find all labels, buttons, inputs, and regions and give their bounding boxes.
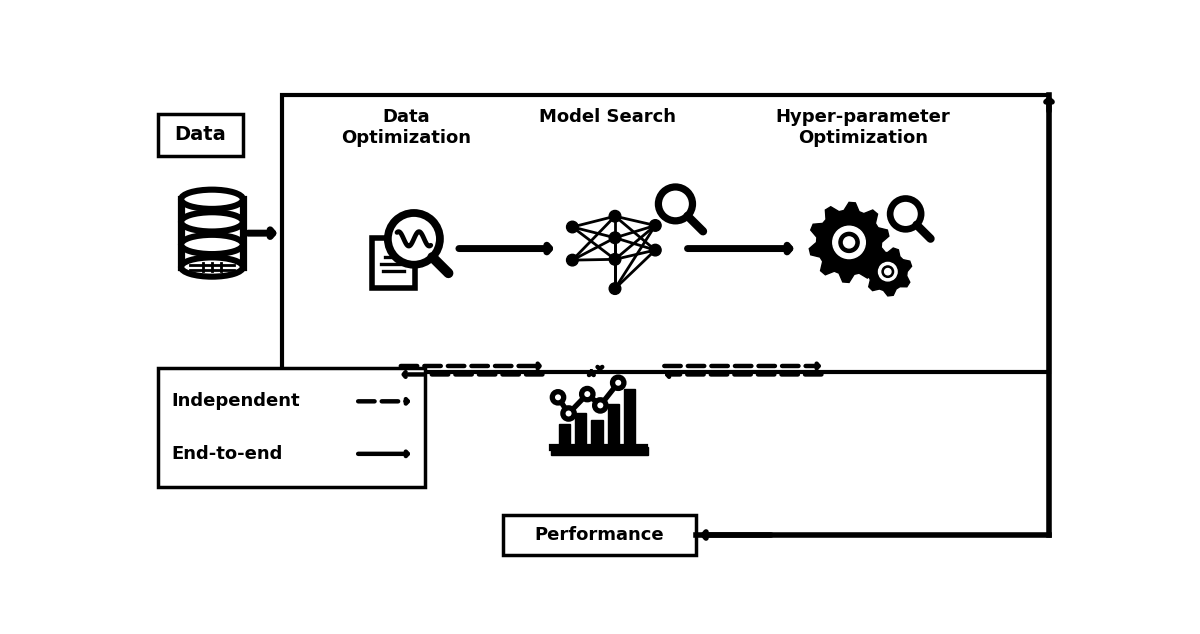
FancyBboxPatch shape bbox=[503, 515, 696, 555]
FancyBboxPatch shape bbox=[157, 114, 242, 156]
Polygon shape bbox=[863, 248, 912, 296]
Circle shape bbox=[566, 254, 578, 266]
Circle shape bbox=[649, 220, 661, 231]
Circle shape bbox=[610, 254, 620, 265]
Circle shape bbox=[610, 210, 620, 222]
Text: Data
Optimization: Data Optimization bbox=[341, 108, 470, 147]
Circle shape bbox=[659, 187, 692, 221]
Circle shape bbox=[890, 198, 922, 230]
Circle shape bbox=[566, 221, 578, 233]
FancyBboxPatch shape bbox=[372, 238, 415, 288]
Polygon shape bbox=[809, 202, 889, 282]
Text: Model Search: Model Search bbox=[539, 108, 676, 126]
Circle shape bbox=[610, 283, 620, 294]
Polygon shape bbox=[559, 424, 570, 444]
Circle shape bbox=[582, 389, 593, 400]
Polygon shape bbox=[552, 448, 648, 455]
Ellipse shape bbox=[181, 212, 242, 231]
Ellipse shape bbox=[181, 190, 242, 209]
Circle shape bbox=[595, 400, 606, 411]
Circle shape bbox=[884, 269, 890, 275]
Circle shape bbox=[844, 237, 854, 248]
Circle shape bbox=[610, 232, 620, 243]
Circle shape bbox=[612, 377, 624, 389]
Circle shape bbox=[649, 244, 661, 256]
FancyBboxPatch shape bbox=[157, 368, 425, 488]
Circle shape bbox=[563, 408, 575, 419]
Ellipse shape bbox=[181, 235, 242, 254]
Text: End-to-end: End-to-end bbox=[172, 445, 283, 463]
FancyBboxPatch shape bbox=[282, 94, 1049, 372]
Text: Performance: Performance bbox=[535, 526, 665, 544]
Circle shape bbox=[552, 392, 564, 403]
Polygon shape bbox=[624, 389, 635, 444]
Polygon shape bbox=[181, 199, 242, 267]
Circle shape bbox=[882, 266, 894, 278]
Circle shape bbox=[388, 213, 440, 265]
Circle shape bbox=[839, 233, 859, 252]
Polygon shape bbox=[607, 404, 619, 444]
Circle shape bbox=[833, 226, 865, 259]
Text: Data: Data bbox=[174, 126, 227, 145]
Text: Independent: Independent bbox=[172, 392, 300, 410]
Text: Hyper-parameter
Optimization: Hyper-parameter Optimization bbox=[775, 108, 950, 147]
Polygon shape bbox=[575, 413, 587, 444]
Circle shape bbox=[878, 262, 898, 281]
Polygon shape bbox=[592, 420, 602, 444]
Ellipse shape bbox=[181, 257, 242, 276]
